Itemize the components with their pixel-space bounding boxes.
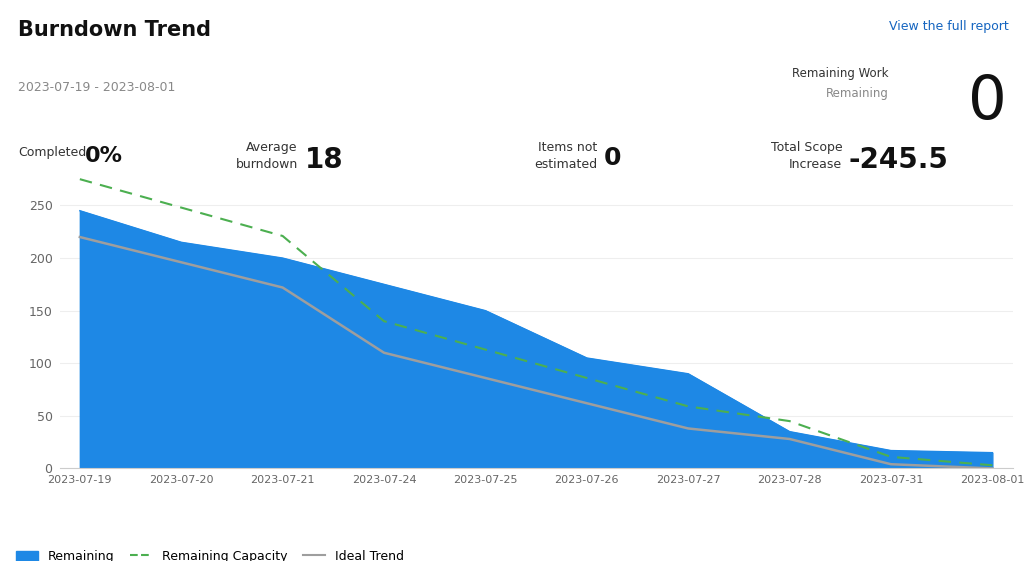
Text: Remaining Work: Remaining Work — [792, 67, 888, 80]
Text: Total Scope
Increase: Total Scope Increase — [770, 141, 842, 171]
Text: Remaining: Remaining — [826, 87, 888, 100]
Text: Average
burndown: Average burndown — [235, 141, 298, 171]
Text: View the full report: View the full report — [888, 20, 1009, 33]
Legend: Remaining, Remaining Capacity, Ideal Trend: Remaining, Remaining Capacity, Ideal Tre… — [10, 545, 409, 561]
Text: Completed: Completed — [18, 146, 86, 159]
Text: 2023-07-19 - 2023-08-01: 2023-07-19 - 2023-08-01 — [18, 81, 176, 94]
Text: 0: 0 — [967, 73, 1006, 132]
Text: 18: 18 — [305, 146, 344, 174]
Text: 0%: 0% — [85, 146, 123, 166]
Text: Items not
estimated: Items not estimated — [535, 141, 598, 171]
Text: 0: 0 — [604, 146, 621, 170]
Text: Burndown Trend: Burndown Trend — [18, 20, 212, 40]
Text: -245.5: -245.5 — [848, 146, 948, 174]
